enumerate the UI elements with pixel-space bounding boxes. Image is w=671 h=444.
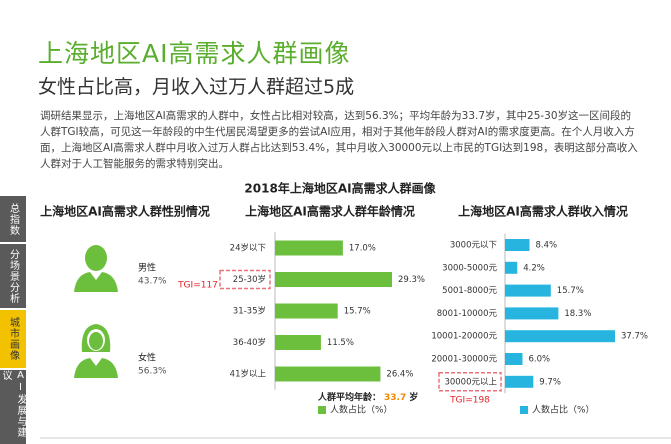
value-label: 26.4% (386, 370, 413, 380)
category-label: 41岁以上 (230, 369, 267, 380)
gender-title: 上海地区AI高需求人群性别情况 (40, 204, 210, 219)
value-label: 11.5% (327, 338, 354, 348)
bar (505, 330, 615, 343)
highlight-box (219, 269, 271, 290)
value-label: 18.3% (564, 309, 591, 319)
bar (505, 307, 559, 320)
sidebar-tab[interactable]: 总指数 (0, 196, 26, 242)
gender-value: 43.7% (138, 277, 167, 287)
value-label: 9.7% (539, 377, 561, 387)
category-label: 5001-8000元 (442, 286, 497, 296)
bar (275, 240, 343, 256)
legend-label: 人数占比（%） (330, 404, 393, 416)
gender-value: 56.3% (138, 367, 167, 377)
average-value: 33.7 (384, 393, 406, 403)
gender-label: 男性 (138, 262, 156, 274)
value-label: 15.7% (344, 307, 371, 317)
bar (275, 335, 321, 350)
value-label: 17.0% (349, 244, 376, 254)
average-age: 人群平均年龄： 33.7 岁 (317, 391, 418, 403)
value-label: 4.2% (523, 263, 545, 273)
chart-title: 上海地区AI高需求人群收入情况 (458, 204, 628, 219)
tgi-annotation: TGI=117 (177, 281, 218, 291)
bar (505, 261, 518, 274)
category-label: 8001-10000元 (437, 309, 498, 319)
category-label: 10001-20000元 (431, 332, 497, 342)
value-label: 8.4% (536, 241, 558, 251)
male-icon (74, 245, 118, 292)
average-unit: 岁 (409, 391, 418, 403)
category-label: 20001-30000元 (431, 355, 497, 365)
figure-title: 2018年上海地区AI高需求人群画像 (244, 181, 436, 196)
tgi-annotation: TGI=198 (449, 396, 490, 406)
gender-label: 女性 (138, 352, 156, 364)
sidebar-tab[interactable]: AI发展与建议 (0, 370, 26, 444)
sidebar-tab[interactable]: 分场景分析 (0, 244, 26, 308)
category-label: 31-35岁 (233, 306, 266, 317)
female-icon (74, 324, 118, 378)
bar (505, 353, 523, 365)
category-label: 24岁以下 (230, 243, 267, 254)
page-subtitle: 女性占比高，月收入过万人群超过5成 (38, 76, 355, 98)
bar (275, 272, 392, 287)
category-label: 36-40岁 (233, 337, 266, 348)
category-label: 3000-5000元 (442, 263, 497, 273)
category-label: 25-30岁 (233, 274, 266, 285)
bar (275, 366, 381, 382)
bar (505, 239, 530, 251)
value-label: 29.3% (398, 275, 425, 285)
intro-text: 调研结果显示，上海地区AI高需求的人群中，女性占比相对较高，达到56.3%；平均… (40, 110, 638, 170)
sidebar-tab[interactable]: 城市画像 (0, 310, 26, 368)
bar (505, 284, 551, 297)
chart-title: 上海地区AI高需求人群年龄情况 (245, 204, 415, 219)
highlight-box (438, 372, 502, 392)
category-label: 30000元以上 (444, 377, 497, 387)
bar (275, 303, 338, 319)
legend-swatch (318, 406, 326, 414)
average-label: 人群平均年龄： (317, 391, 381, 403)
value-label: 15.7% (557, 286, 584, 296)
value-label: 37.7% (621, 332, 648, 342)
category-label: 3000元以下 (450, 241, 498, 251)
bar (505, 375, 534, 388)
value-label: 6.0% (529, 355, 551, 365)
page-title: 上海地区AI高需求人群画像 (38, 39, 351, 68)
legend-swatch (520, 406, 528, 414)
legend-label: 人数占比（%） (532, 404, 595, 416)
